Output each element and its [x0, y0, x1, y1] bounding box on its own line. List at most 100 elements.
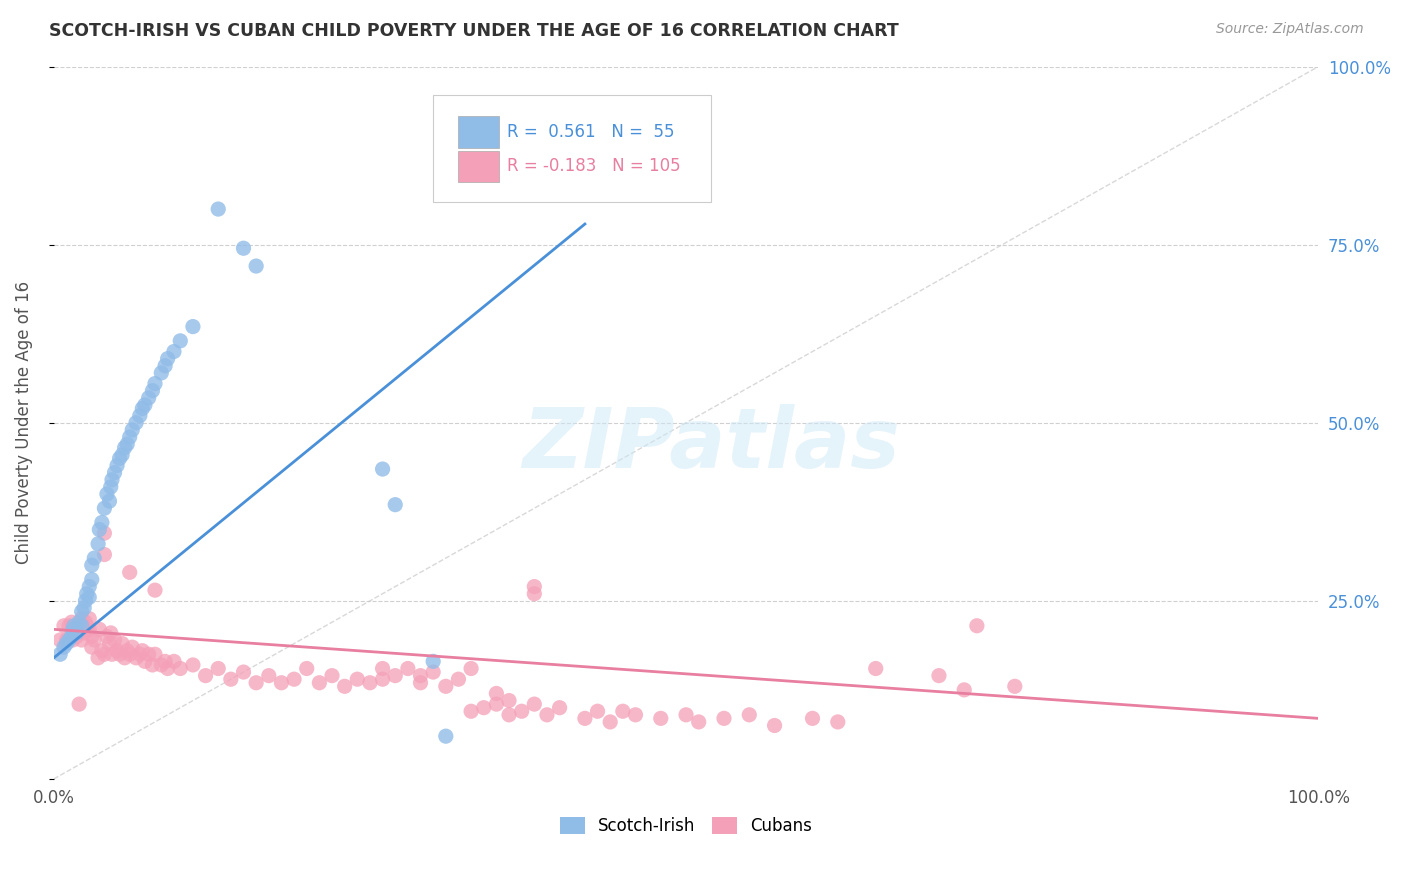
- Point: [111, 636, 134, 650]
- Point: [103, 633, 125, 648]
- Point: [87, 537, 110, 551]
- Point: [77, 623, 100, 637]
- Point: [98, 636, 121, 650]
- Point: [141, 384, 163, 398]
- Point: [101, 473, 124, 487]
- Point: [96, 630, 118, 644]
- Point: [55, 636, 77, 650]
- Point: [134, 654, 156, 668]
- Point: [143, 583, 166, 598]
- Point: [257, 668, 280, 682]
- Point: [52, 640, 75, 654]
- Point: [574, 711, 596, 725]
- Point: [128, 647, 150, 661]
- Point: [1004, 679, 1026, 693]
- Point: [738, 707, 761, 722]
- Point: [70, 605, 93, 619]
- Point: [485, 697, 508, 711]
- Point: [295, 661, 318, 675]
- Point: [125, 650, 148, 665]
- Point: [283, 672, 305, 686]
- Point: [90, 516, 112, 530]
- Point: [118, 566, 141, 580]
- Point: [498, 707, 520, 722]
- Point: [966, 619, 988, 633]
- Point: [76, 587, 98, 601]
- Point: [308, 675, 330, 690]
- Point: [675, 707, 697, 722]
- Point: [131, 643, 153, 657]
- Point: [49, 633, 72, 648]
- Point: [118, 647, 141, 661]
- Point: [89, 523, 111, 537]
- Point: [93, 647, 115, 661]
- Point: [108, 647, 131, 661]
- Point: [548, 700, 571, 714]
- Point: [321, 668, 343, 682]
- Point: [156, 661, 179, 675]
- Point: [333, 679, 356, 693]
- Point: [384, 668, 406, 682]
- Point: [409, 675, 432, 690]
- Point: [80, 630, 103, 644]
- Point: [103, 466, 125, 480]
- Point: [371, 661, 394, 675]
- Point: [232, 665, 254, 679]
- Point: [83, 551, 105, 566]
- Point: [270, 675, 292, 690]
- Point: [80, 573, 103, 587]
- Point: [460, 661, 482, 675]
- Point: [485, 686, 508, 700]
- Point: [83, 633, 105, 648]
- Point: [624, 707, 647, 722]
- Point: [70, 633, 93, 648]
- Point: [100, 480, 122, 494]
- Point: [96, 487, 118, 501]
- Point: [409, 668, 432, 682]
- Point: [422, 665, 444, 679]
- Point: [131, 401, 153, 416]
- Point: [153, 654, 176, 668]
- Point: [713, 711, 735, 725]
- Point: [125, 416, 148, 430]
- Point: [98, 494, 121, 508]
- Point: [422, 654, 444, 668]
- Point: [163, 344, 186, 359]
- Point: [472, 700, 495, 714]
- Point: [62, 633, 84, 648]
- Point: [73, 626, 96, 640]
- Point: [105, 643, 128, 657]
- Point: [138, 647, 160, 661]
- Point: [70, 619, 93, 633]
- Point: [194, 668, 217, 682]
- Point: [865, 661, 887, 675]
- Point: [63, 623, 86, 637]
- Text: SCOTCH-IRISH VS CUBAN CHILD POVERTY UNDER THE AGE OF 16 CORRELATION CHART: SCOTCH-IRISH VS CUBAN CHILD POVERTY UNDE…: [49, 22, 898, 40]
- Point: [232, 241, 254, 255]
- Point: [245, 675, 267, 690]
- Point: [114, 650, 136, 665]
- Point: [121, 640, 143, 654]
- Point: [111, 448, 134, 462]
- Point: [928, 668, 950, 682]
- Point: [396, 661, 419, 675]
- Point: [371, 672, 394, 686]
- FancyBboxPatch shape: [458, 117, 499, 148]
- Point: [156, 351, 179, 366]
- Point: [536, 707, 558, 722]
- Point: [87, 650, 110, 665]
- Point: [150, 657, 173, 672]
- Point: [73, 601, 96, 615]
- Point: [434, 729, 457, 743]
- Point: [384, 498, 406, 512]
- Point: [93, 501, 115, 516]
- Point: [150, 366, 173, 380]
- Point: [60, 630, 83, 644]
- Point: [371, 462, 394, 476]
- Point: [586, 704, 609, 718]
- Legend: Scotch-Irish, Cubans: Scotch-Irish, Cubans: [560, 816, 813, 835]
- Point: [100, 626, 122, 640]
- FancyBboxPatch shape: [433, 95, 711, 202]
- Point: [76, 619, 98, 633]
- Point: [763, 718, 786, 732]
